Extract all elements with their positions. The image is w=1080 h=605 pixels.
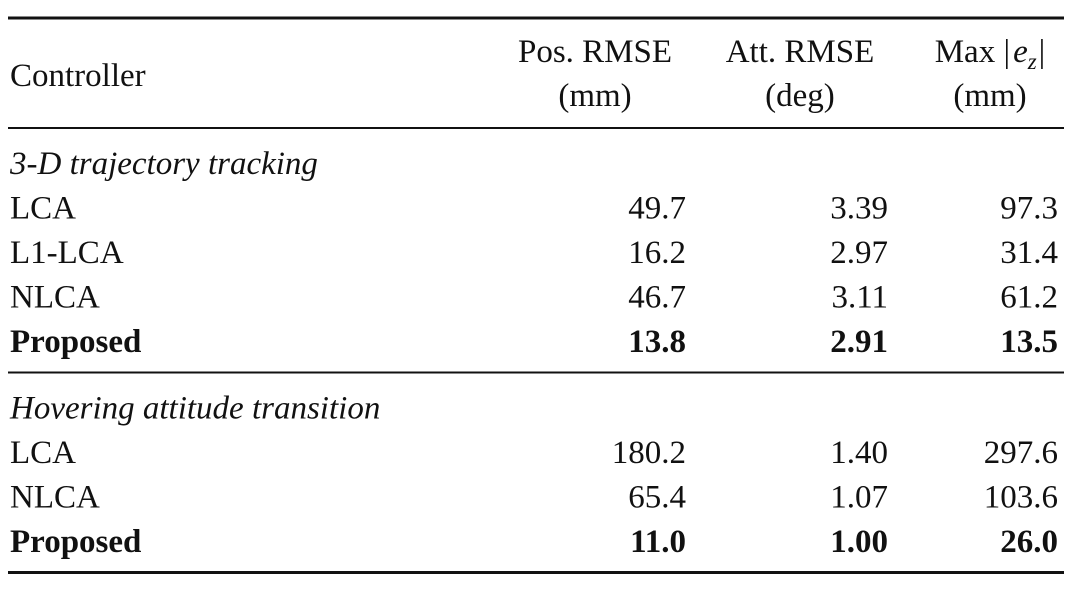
header-unit: (mm) <box>558 78 631 114</box>
cell-value: 11.0 <box>630 524 686 560</box>
cell-value: 49.7 <box>628 191 686 227</box>
header-text: Max | <box>935 34 1010 70</box>
row-label: L1-LCA <box>10 235 124 271</box>
row-label: Proposed <box>10 324 141 360</box>
header-line: Pos. RMSE <box>518 34 672 70</box>
header-text: | <box>1039 34 1046 70</box>
cell-value: 3.11 <box>831 280 888 316</box>
cell-value: 1.00 <box>830 524 888 560</box>
header-text: Pos. RMSE <box>518 34 672 70</box>
cell-value: 13.8 <box>628 324 686 360</box>
cell-value: 97.3 <box>1000 191 1058 227</box>
header-line: Max |ez| <box>935 34 1046 74</box>
row-label: LCA <box>10 435 76 471</box>
header-unit: (deg) <box>765 78 835 114</box>
cell-value: 297.6 <box>984 435 1058 471</box>
section-title: 3-D trajectory tracking <box>9 146 318 182</box>
cell-value: 13.5 <box>1000 324 1058 360</box>
header-text: z <box>1027 49 1037 74</box>
cell-value: 180.2 <box>612 435 686 471</box>
row-label: Proposed <box>10 524 141 560</box>
cell-value: 3.39 <box>830 191 888 227</box>
header-unit: (mm) <box>953 78 1026 114</box>
cell-value: 103.6 <box>984 480 1058 516</box>
cell-value: 26.0 <box>1000 524 1058 560</box>
cell-value: 2.97 <box>830 235 888 271</box>
cell-value: 2.91 <box>830 324 888 360</box>
cell-value: 61.2 <box>1000 280 1058 316</box>
cell-value: 16.2 <box>628 235 686 271</box>
cell-value: 1.40 <box>830 435 888 471</box>
header-label: Controller <box>10 58 146 94</box>
header-text: Att. RMSE <box>726 34 875 70</box>
row-label: LCA <box>10 191 76 227</box>
section-title: Hovering attitude transition <box>9 391 380 427</box>
header-text: e <box>1013 34 1028 70</box>
row-label: NLCA <box>10 280 100 316</box>
cell-value: 1.07 <box>830 480 888 516</box>
cell-value: 31.4 <box>1000 235 1058 271</box>
cell-value: 65.4 <box>628 480 686 516</box>
header-line: Att. RMSE <box>726 34 875 70</box>
cell-value: 46.7 <box>628 280 686 316</box>
row-label: NLCA <box>10 480 100 516</box>
